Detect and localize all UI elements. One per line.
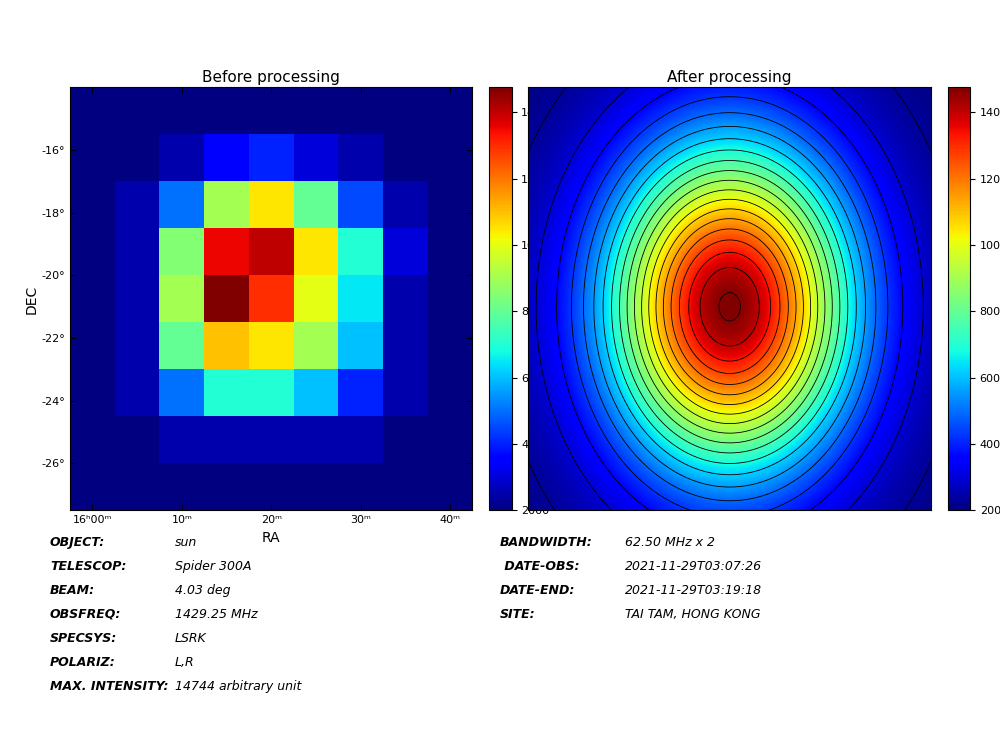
Text: TELESCOP:: TELESCOP:: [50, 560, 126, 573]
Text: 2021-11-29T03:07:26: 2021-11-29T03:07:26: [625, 560, 762, 573]
Text: 1429.25 MHz: 1429.25 MHz: [175, 608, 258, 621]
Text: 4.03 deg: 4.03 deg: [175, 584, 230, 597]
Text: OBJECT:: OBJECT:: [50, 536, 105, 549]
Y-axis label: DEC: DEC: [25, 284, 39, 313]
Text: DATE-OBS:: DATE-OBS:: [500, 560, 580, 573]
Text: DATE-END:: DATE-END:: [500, 584, 575, 597]
Text: sun: sun: [175, 536, 197, 549]
Title: After processing: After processing: [667, 70, 792, 85]
Text: TAI TAM, HONG KONG: TAI TAM, HONG KONG: [625, 608, 761, 621]
Title: Before processing: Before processing: [202, 70, 340, 85]
Text: LSRK: LSRK: [175, 632, 207, 645]
Text: BEAM:: BEAM:: [50, 584, 95, 597]
Text: SPECSYS:: SPECSYS:: [50, 632, 117, 645]
Text: 62.50 MHz x 2: 62.50 MHz x 2: [625, 536, 715, 549]
Text: SITE:: SITE:: [500, 608, 536, 621]
Text: BANDWIDTH:: BANDWIDTH:: [500, 536, 593, 549]
Text: 2021-11-29T03:19:18: 2021-11-29T03:19:18: [625, 584, 762, 597]
Text: POLARIZ:: POLARIZ:: [50, 656, 116, 669]
Text: Spider 300A: Spider 300A: [175, 560, 252, 573]
Text: 14744 arbitrary unit: 14744 arbitrary unit: [175, 680, 301, 693]
X-axis label: RA: RA: [262, 531, 281, 545]
Text: L,R: L,R: [175, 656, 195, 669]
Text: OBSFREQ:: OBSFREQ:: [50, 608, 121, 621]
Text: MAX. INTENSITY:: MAX. INTENSITY:: [50, 680, 168, 693]
